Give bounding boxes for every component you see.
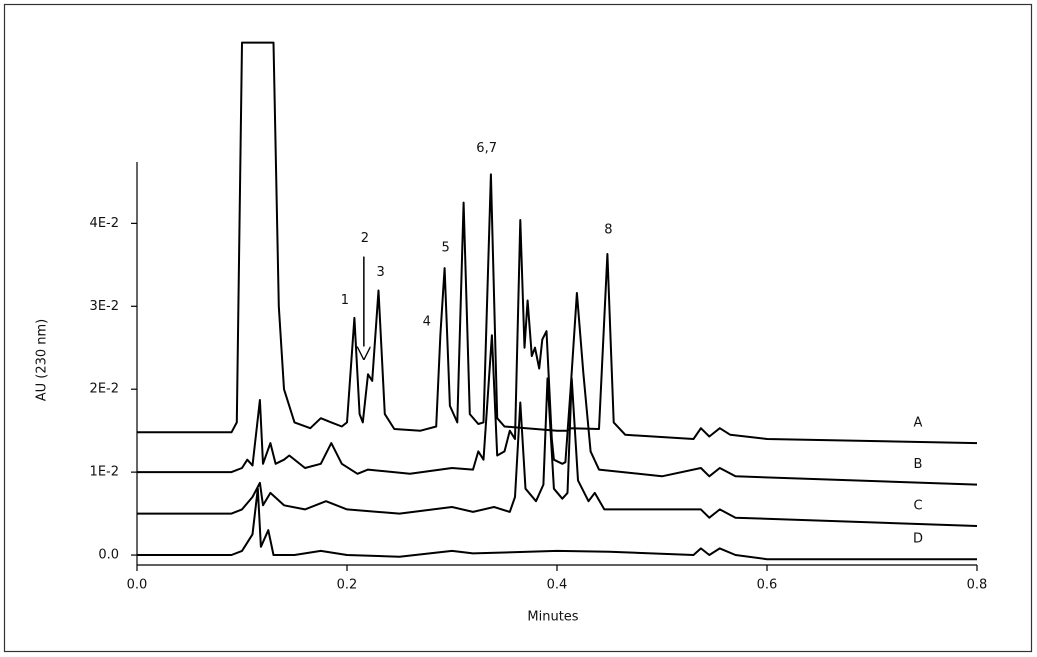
x-tick-label: 0.2 xyxy=(337,578,358,593)
trace xyxy=(137,41,978,445)
y-tick-label: 2E-2 xyxy=(90,382,119,397)
trace xyxy=(137,219,978,486)
x-tick-label: 0.0 xyxy=(127,578,148,593)
peak-label: 6,7 xyxy=(476,141,497,156)
y-tick-label: 1E-2 xyxy=(90,465,119,480)
frame xyxy=(3,3,1033,653)
trace-name: A xyxy=(914,416,923,431)
trace xyxy=(137,377,978,527)
x-tick-label: 0.6 xyxy=(757,578,778,593)
peak-label: 4 xyxy=(423,315,431,330)
x-tick-label: 0.8 xyxy=(967,578,988,593)
y-tick-label: 0.0 xyxy=(98,548,119,563)
x-axis-label: Minutes xyxy=(527,610,578,625)
x-tick-label: 0.4 xyxy=(547,578,568,593)
peak-label: 5 xyxy=(442,241,450,256)
y-tick-label: 4E-2 xyxy=(90,216,119,231)
peak-label: 2 xyxy=(361,231,369,246)
peak-label: 8 xyxy=(604,222,612,237)
trace xyxy=(137,487,977,561)
peak-label: 1 xyxy=(341,293,349,308)
y-tick-label: 3E-2 xyxy=(90,299,119,314)
trace-name: C xyxy=(913,499,922,514)
y-axis-label: AU (230 nm) xyxy=(35,319,50,402)
peak-label: 3 xyxy=(376,265,384,280)
trace-name: D xyxy=(913,532,923,547)
trace-name: B xyxy=(914,457,923,472)
